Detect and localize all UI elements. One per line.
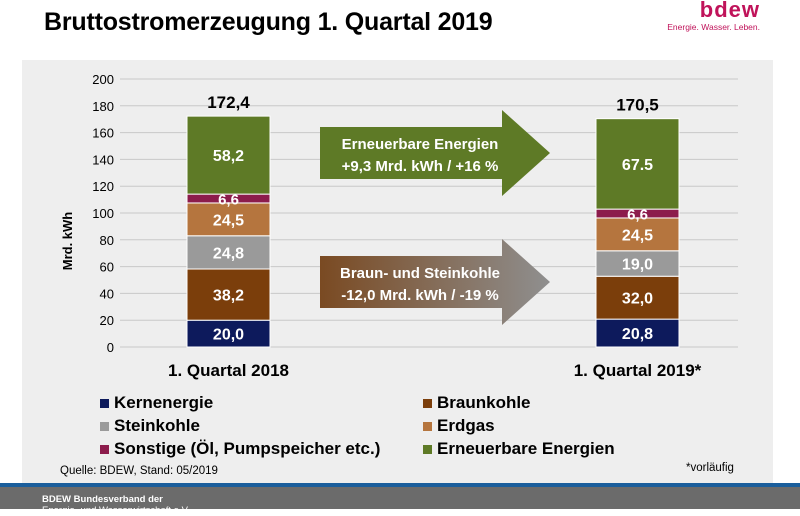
preliminary-note: *vorläufig bbox=[686, 462, 734, 474]
y-tick-label: 180 bbox=[92, 99, 114, 114]
total-label: 172,4 bbox=[207, 93, 250, 112]
data-label: 67.5 bbox=[622, 157, 653, 174]
y-axis-label: Mrd. kWh bbox=[60, 212, 75, 271]
y-tick-label: 160 bbox=[92, 126, 114, 141]
bar-segment bbox=[595, 217, 680, 252]
total-label: 170,5 bbox=[616, 96, 659, 115]
annotation-text: Erneuerbare Energien bbox=[342, 136, 499, 153]
source-note: Quelle: BDEW, Stand: 05/2019 bbox=[60, 465, 218, 477]
bar-segment bbox=[595, 118, 680, 210]
logo-tagline: Energie. Wasser. Leben. bbox=[667, 22, 760, 32]
y-tick-label: 140 bbox=[92, 152, 114, 167]
legend-label: Erneuerbare Energien bbox=[437, 439, 615, 458]
legend-label: Braunkohle bbox=[437, 393, 531, 412]
annotation-text: +9,3 Mrd. kWh / +16 % bbox=[342, 158, 499, 175]
bar-segment bbox=[595, 318, 680, 348]
y-tick-label: 60 bbox=[100, 260, 114, 275]
data-label: 6,6 bbox=[627, 207, 648, 224]
legend-label: Kernenergie bbox=[114, 393, 213, 412]
y-tick-label: 120 bbox=[92, 179, 114, 194]
data-label: 20,8 bbox=[622, 326, 653, 343]
legend-swatch bbox=[100, 422, 109, 431]
legend-label: Sonstige (Öl, Pumpspeicher etc.) bbox=[114, 439, 380, 458]
legend-swatch bbox=[423, 445, 432, 454]
bar-segment bbox=[186, 202, 271, 237]
footer-org-line1: BDEW Bundesverband der bbox=[42, 494, 163, 505]
y-tick-label: 100 bbox=[92, 206, 114, 221]
legend-label: Erdgas bbox=[437, 416, 495, 435]
x-category-label: 1. Quartal 2018 bbox=[168, 361, 289, 380]
data-label: 19,0 bbox=[622, 257, 653, 274]
data-label: 24,5 bbox=[622, 227, 653, 244]
bar-segment bbox=[186, 115, 271, 195]
y-tick-label: 40 bbox=[100, 286, 114, 301]
legend-swatch bbox=[423, 399, 432, 408]
footer-bar bbox=[0, 483, 800, 509]
data-label: 58,2 bbox=[213, 148, 244, 165]
annotation-text: -12,0 Mrd. kWh / -19 % bbox=[341, 287, 499, 304]
y-tick-label: 200 bbox=[92, 72, 114, 87]
logo-wordmark: bdew bbox=[699, 0, 760, 22]
legend-label: Steinkohle bbox=[114, 416, 200, 435]
footer-org-line2: Energie- und Wasserwirtschaft e.V. bbox=[42, 505, 190, 516]
legend-swatch bbox=[423, 422, 432, 431]
y-tick-label: 80 bbox=[100, 233, 114, 248]
data-label: 20,0 bbox=[213, 327, 244, 344]
annotation-arrow bbox=[320, 239, 550, 325]
bar-segment bbox=[186, 235, 271, 270]
bar-segment bbox=[186, 268, 271, 321]
bar-segment bbox=[595, 250, 680, 277]
data-label: 24,8 bbox=[213, 245, 244, 262]
data-label: 24,5 bbox=[213, 212, 244, 229]
page-title: Bruttostromerzeugung 1. Quartal 2019 bbox=[44, 8, 493, 36]
data-label: 38,2 bbox=[213, 288, 244, 305]
annotation-text: Braun- und Steinkohle bbox=[340, 265, 500, 282]
y-tick-label: 20 bbox=[100, 313, 114, 328]
data-label: 32,0 bbox=[622, 291, 653, 308]
bdew-logo: bdew Energie. Wasser. Leben. bbox=[660, 0, 760, 32]
data-label: 6,6 bbox=[218, 192, 239, 209]
legend-swatch bbox=[100, 445, 109, 454]
footer-stripe bbox=[0, 483, 800, 487]
annotation-arrow bbox=[320, 110, 550, 196]
x-category-label: 1. Quartal 2019* bbox=[574, 361, 702, 380]
legend-swatch bbox=[100, 399, 109, 408]
y-tick-label: 0 bbox=[107, 340, 114, 355]
